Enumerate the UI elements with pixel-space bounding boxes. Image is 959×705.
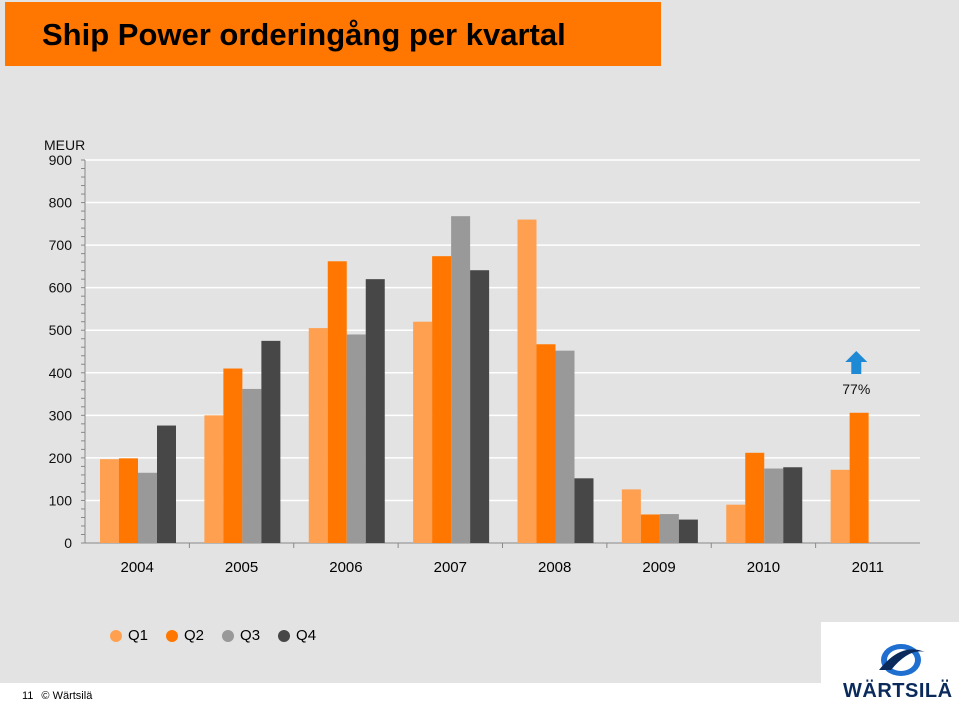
- bar-2005-q3: [242, 388, 262, 543]
- y-tick-label: 700: [49, 237, 73, 253]
- bar-2009-q3: [659, 514, 679, 543]
- copyright: © Wärtsilä: [41, 690, 93, 702]
- x-tick-label: 2006: [329, 559, 362, 576]
- bar-2010-q3: [764, 468, 784, 543]
- x-tick-label: 2009: [642, 559, 675, 576]
- legend-label: Q4: [296, 627, 317, 644]
- bar-2006-q3: [346, 334, 366, 543]
- bar-2004-q3: [138, 472, 157, 543]
- bar-2010-q4: [783, 467, 803, 543]
- y-axis-unit-label: MEUR: [44, 137, 86, 153]
- bar-2004-q2: [119, 458, 138, 543]
- bar-2009-q4: [678, 519, 698, 543]
- logo-text: WÄRTSILÄ: [843, 680, 953, 702]
- x-tick-label: 2005: [225, 559, 258, 576]
- legend-item-q4: Q4: [278, 627, 316, 644]
- legend-label: Q2: [184, 627, 205, 644]
- bar-2011-q1: [830, 469, 850, 543]
- legend-swatch: [222, 629, 235, 642]
- x-tick-label: 2004: [121, 559, 154, 576]
- y-tick-label: 600: [49, 280, 73, 296]
- y-tick-label: 300: [49, 407, 73, 423]
- legend-swatch: [166, 629, 179, 642]
- bar-2008-q3: [555, 350, 575, 543]
- bar-2004-q4: [157, 425, 176, 543]
- x-tick-label: 2011: [852, 559, 884, 576]
- bar-2007-q3: [451, 216, 471, 543]
- y-tick-label: 200: [49, 450, 73, 466]
- y-tick-label: 100: [49, 492, 73, 508]
- annotation: 77%: [842, 351, 870, 397]
- bar-2009-q1: [621, 489, 641, 543]
- y-tick-label: 800: [49, 195, 73, 211]
- bar-2005-q4: [261, 340, 281, 543]
- bars: [100, 216, 869, 544]
- y-tick-label: 400: [49, 365, 73, 381]
- legend-item-q3: Q3: [222, 627, 260, 644]
- bar-2007-q4: [470, 270, 490, 543]
- bar-2005-q2: [223, 368, 243, 543]
- legend-item-q1: Q1: [110, 627, 148, 644]
- y-tick-label: 900: [49, 152, 73, 168]
- bar-2007-q2: [432, 256, 452, 543]
- bar-2006-q1: [308, 328, 328, 543]
- y-tick-label: 500: [49, 322, 73, 338]
- tick-labels: 0 100 200 300 400 500 600 700 800 900 2004 2005 2006…: [49, 152, 884, 576]
- bar-2008-q2: [536, 344, 556, 543]
- legend: Q1 Q2 Q3 Q4: [110, 627, 316, 644]
- up-arrow-icon: [845, 351, 868, 374]
- bar-2008-q1: [517, 219, 537, 544]
- y-tick-label: 0: [64, 535, 72, 551]
- bar-2011-q2: [849, 412, 869, 543]
- bar-2009-q2: [640, 514, 660, 543]
- bar-2010-q2: [745, 452, 765, 543]
- bar-2010-q1: [726, 504, 746, 543]
- legend-swatch: [278, 629, 291, 642]
- x-tick-label: 2008: [538, 559, 571, 576]
- growth-label: 77%: [842, 381, 870, 397]
- footer: 11 © Wärtsilä: [22, 690, 92, 702]
- page-number: 11: [22, 690, 34, 702]
- bar-2008-q4: [574, 478, 594, 543]
- bar-2006-q4: [365, 279, 385, 543]
- bar-2007-q1: [413, 321, 433, 543]
- legend-label: Q3: [240, 627, 261, 644]
- legend-swatch: [110, 629, 122, 642]
- bar-2006-q2: [327, 261, 347, 543]
- page-title: Ship Power orderingång per kvartal: [42, 17, 566, 52]
- bar-2005-q1: [204, 415, 224, 543]
- x-tick-label: 2010: [747, 559, 780, 576]
- x-tick-label: 2007: [434, 559, 467, 576]
- wartsila-logo: WÄRTSILÄ: [821, 622, 959, 705]
- logo-swirl-icon: [879, 644, 925, 676]
- legend-label: Q1: [128, 627, 149, 644]
- legend-item-q2: Q2: [166, 627, 204, 644]
- bar-2004-q1: [100, 459, 119, 543]
- title-bar: [5, 2, 661, 66]
